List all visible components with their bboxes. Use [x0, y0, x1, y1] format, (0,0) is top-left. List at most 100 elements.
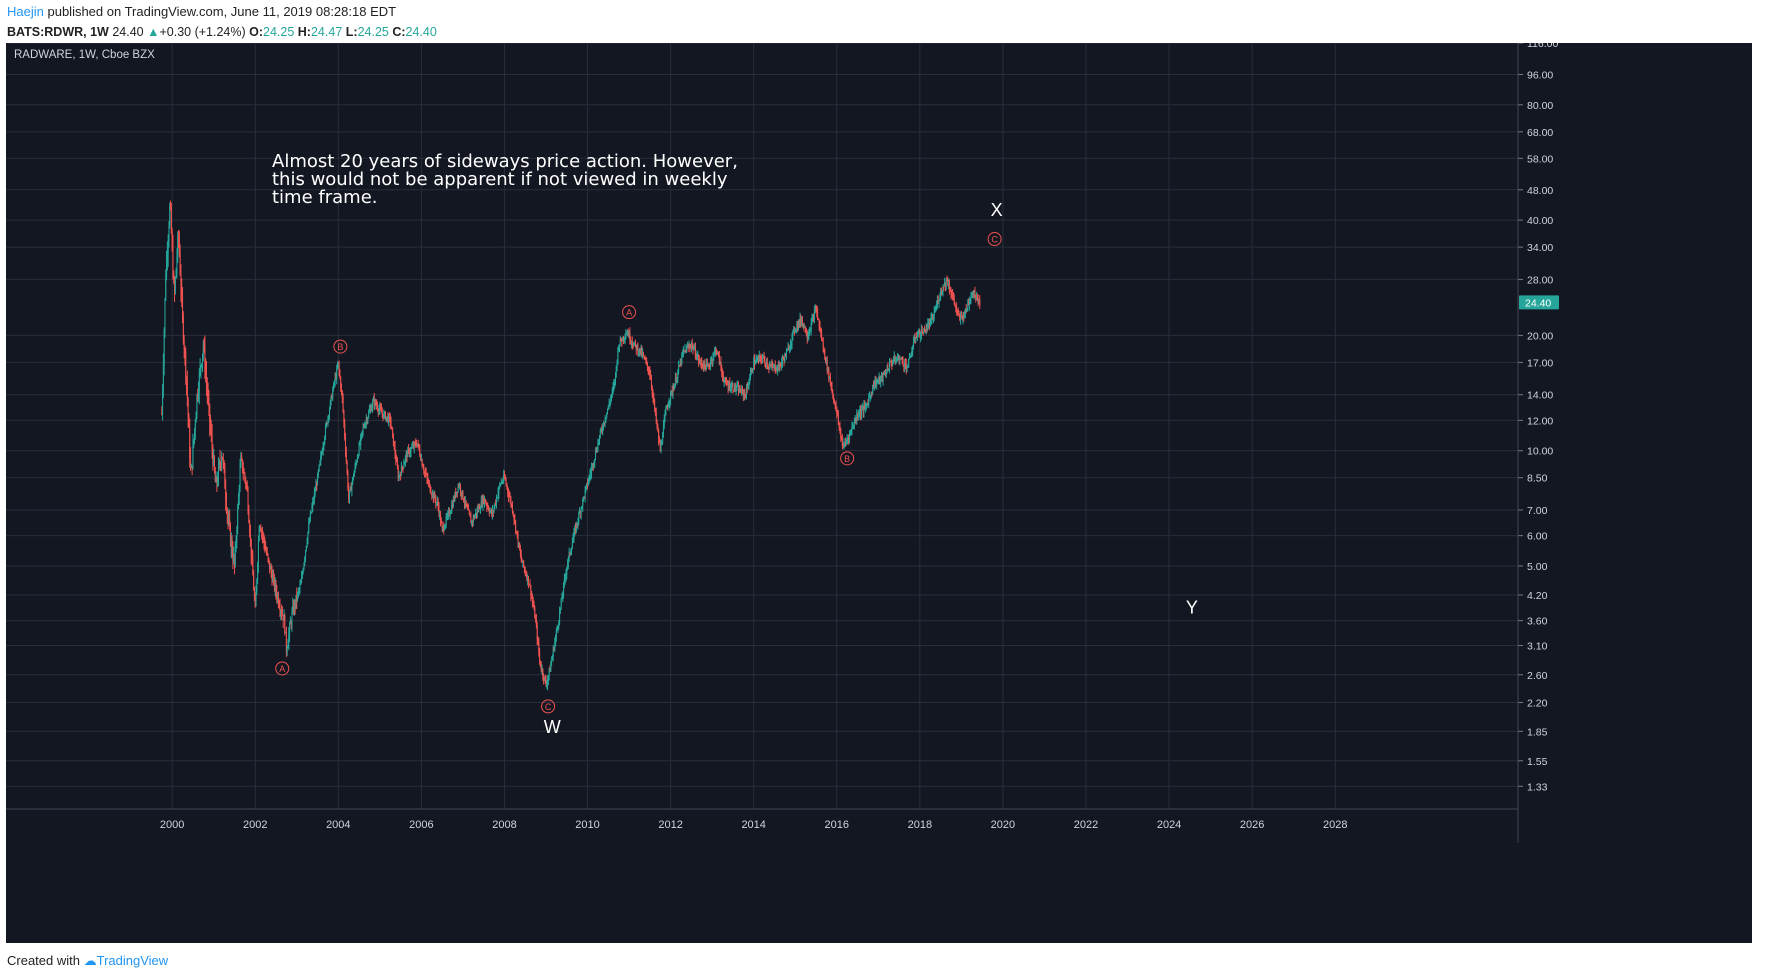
candle: [912, 347, 914, 352]
candle: [348, 488, 350, 499]
candle: [666, 406, 668, 409]
candle: [812, 316, 814, 319]
candle: [607, 405, 609, 410]
candle: [259, 527, 261, 529]
candle: [706, 363, 708, 370]
candle: [362, 426, 364, 431]
candle: [185, 352, 187, 377]
candle: [199, 366, 201, 373]
candle: [543, 676, 545, 680]
candle: [313, 500, 315, 502]
candle: [358, 444, 360, 456]
candle: [964, 308, 966, 315]
candle: [693, 349, 695, 351]
candle: [228, 520, 230, 522]
candle: [504, 477, 506, 481]
candle: [958, 313, 960, 316]
candle: [869, 396, 871, 399]
candle: [506, 484, 508, 487]
candle: [224, 468, 226, 489]
candle: [253, 575, 255, 591]
candle: [905, 364, 907, 370]
candle: [611, 389, 613, 395]
candle: [221, 456, 223, 460]
author-link[interactable]: Haejin: [7, 4, 44, 19]
candle: [243, 472, 245, 474]
high-value: 24.47: [310, 25, 343, 39]
candle: [281, 614, 283, 616]
candle: [447, 513, 449, 517]
candle: [847, 437, 849, 440]
x-tick-label: 2014: [741, 819, 765, 831]
candle: [367, 417, 369, 422]
candle: [425, 473, 427, 475]
candle: [918, 330, 920, 334]
candle: [755, 359, 757, 363]
candle: [282, 615, 284, 621]
y-tick-label: 3.10: [1527, 640, 1548, 652]
candle: [395, 454, 397, 461]
candle: [603, 422, 605, 429]
candle: [467, 506, 469, 510]
candle: [731, 384, 733, 386]
candle: [237, 508, 239, 530]
candle: [374, 400, 376, 405]
candle: [340, 377, 342, 389]
created-with-text: Created with: [7, 953, 80, 968]
candle: [726, 381, 728, 384]
candle: [546, 684, 548, 686]
candle: [191, 465, 193, 468]
candle: [886, 367, 888, 373]
candle: [499, 484, 501, 486]
candle: [678, 365, 680, 372]
tradingview-logo-icon: ☁: [83, 953, 97, 968]
candle: [884, 373, 886, 375]
candle: [887, 367, 889, 371]
candle: [773, 365, 775, 368]
chart-area[interactable]: 116.00 96.00 80.00 68.00 58.00 48.00 40.00 34.0…: [6, 43, 1770, 943]
candle: [738, 385, 740, 393]
candle: [805, 332, 807, 335]
price-chart[interactable]: 116.00 96.00 80.00 68.00 58.00 48.00 40.00 34.0…: [6, 43, 1770, 943]
tradingview-brand[interactable]: TradingView: [96, 953, 169, 968]
y-tick-label: 1.85: [1527, 726, 1548, 738]
candle: [565, 574, 567, 577]
candle: [515, 530, 517, 532]
candle: [851, 427, 853, 431]
candle: [856, 414, 858, 420]
candle: [775, 370, 777, 372]
candle: [348, 491, 350, 499]
y-tick-label: 80.00: [1527, 100, 1553, 112]
candle: [849, 433, 851, 440]
candle: [783, 359, 785, 362]
candle: [806, 334, 808, 338]
candle: [388, 415, 390, 417]
footer: Created with ☁TradingView: [7, 949, 168, 973]
candle: [955, 306, 957, 308]
candle: [281, 611, 283, 615]
candle: [255, 591, 257, 607]
candle: [531, 596, 533, 602]
candle: [675, 377, 677, 382]
candle: [834, 404, 836, 406]
candle: [644, 358, 646, 360]
candle: [376, 406, 378, 410]
symbol-info: BATS:RDWR, 1W 24.40 ▲+0.30 (+1.24%) O:24…: [7, 22, 1770, 42]
candle: [333, 382, 335, 384]
candle: [508, 496, 510, 498]
candle: [342, 397, 344, 411]
x-tick-label: 2022: [1074, 819, 1098, 831]
candle: [753, 359, 755, 370]
candle: [523, 560, 525, 567]
candle: [913, 337, 915, 342]
candle: [611, 394, 613, 398]
candle: [445, 516, 447, 525]
candle: [544, 676, 546, 680]
candle: [745, 395, 747, 397]
candle: [305, 550, 307, 558]
candle: [227, 513, 229, 521]
candle: [210, 429, 212, 436]
candle: [301, 573, 303, 577]
candle: [432, 492, 434, 499]
candle: [793, 328, 795, 332]
